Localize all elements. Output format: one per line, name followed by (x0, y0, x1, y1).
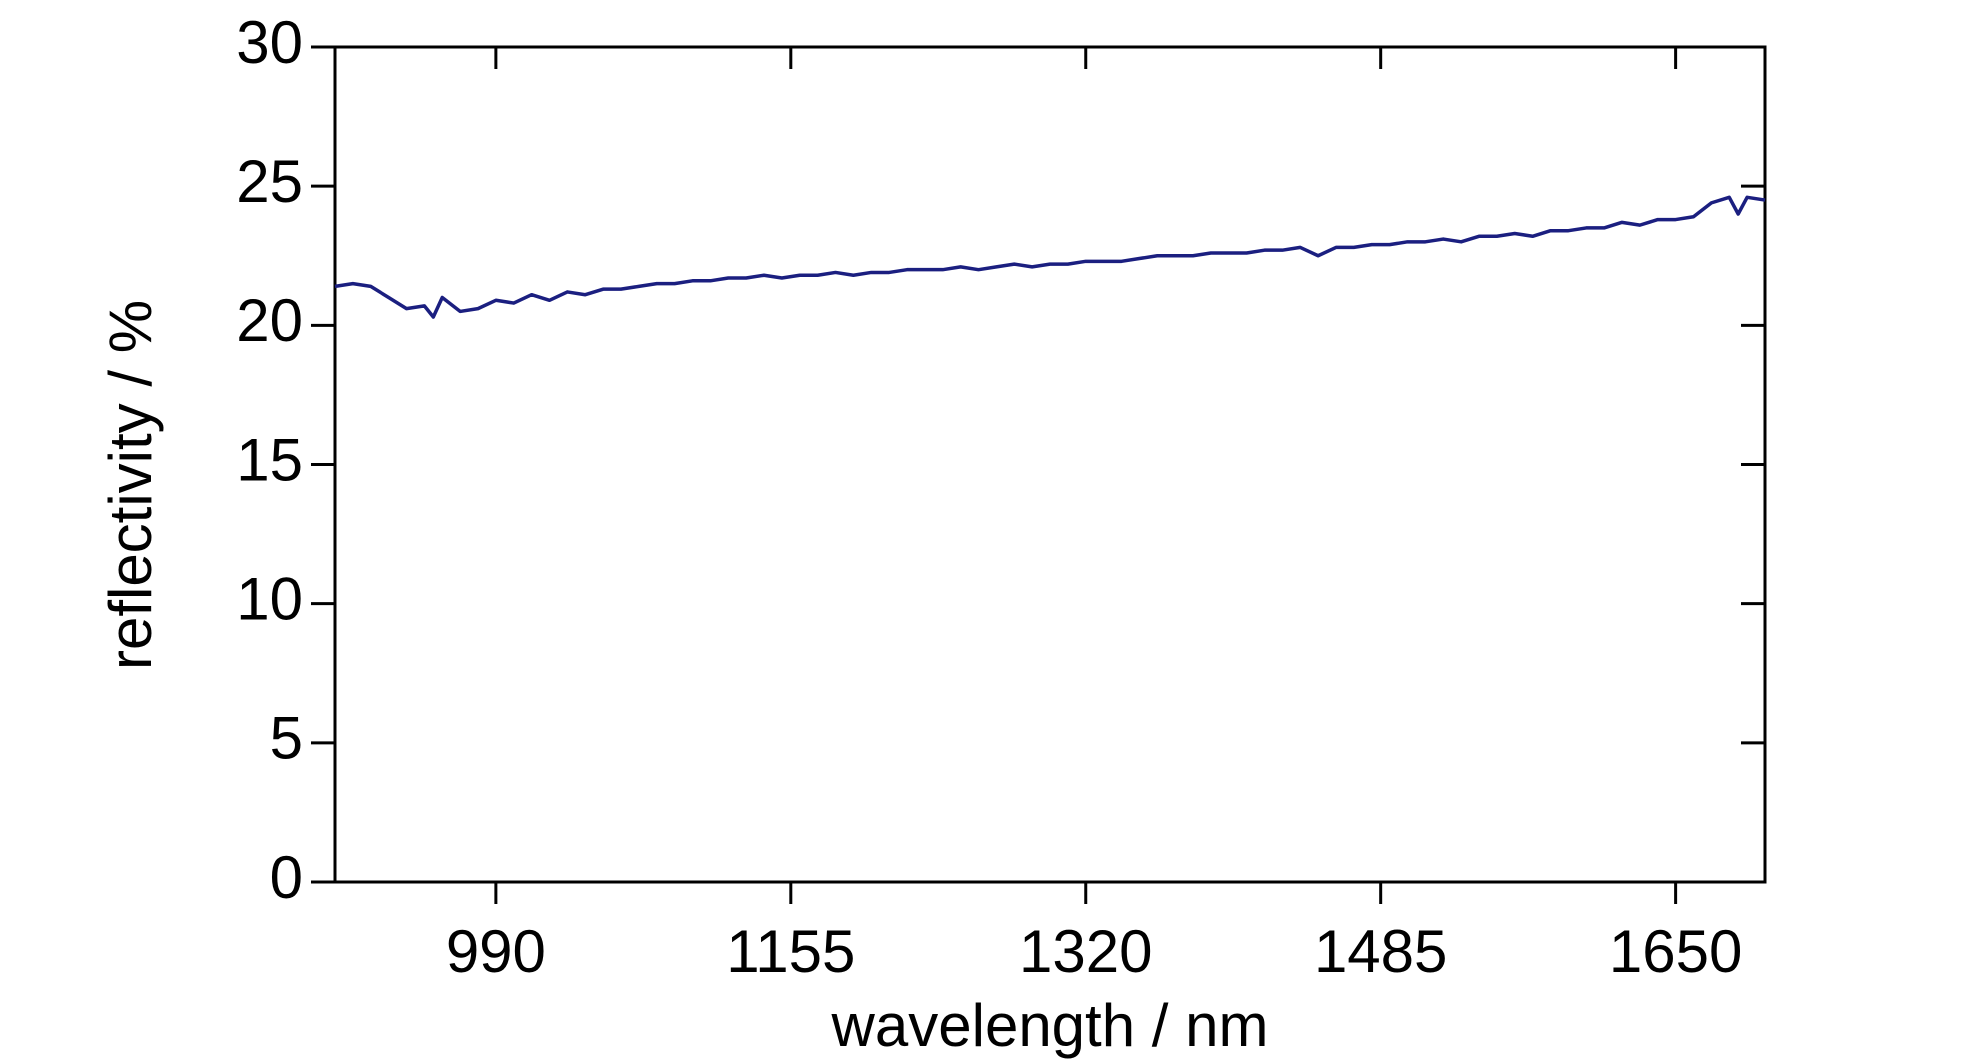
y-tick-label: 15 (236, 426, 303, 493)
y-axis-label: reflectivity / % (97, 300, 164, 670)
y-tick-label: 25 (236, 148, 303, 215)
y-tick-label: 20 (236, 287, 303, 354)
x-axis-label: wavelength / nm (831, 992, 1269, 1059)
x-tick-label: 1320 (1019, 918, 1152, 985)
y-tick-label: 30 (236, 9, 303, 76)
x-tick-label: 1485 (1314, 918, 1447, 985)
x-tick-label: 990 (446, 918, 546, 985)
y-tick-label: 10 (236, 566, 303, 633)
y-tick-label: 5 (270, 705, 303, 772)
data-line (334, 195, 1766, 319)
plot-frame (333, 45, 1767, 884)
x-tick-label: 1155 (726, 918, 855, 985)
y-tick-label: 0 (270, 844, 303, 911)
x-tick-label: 1650 (1609, 918, 1742, 985)
